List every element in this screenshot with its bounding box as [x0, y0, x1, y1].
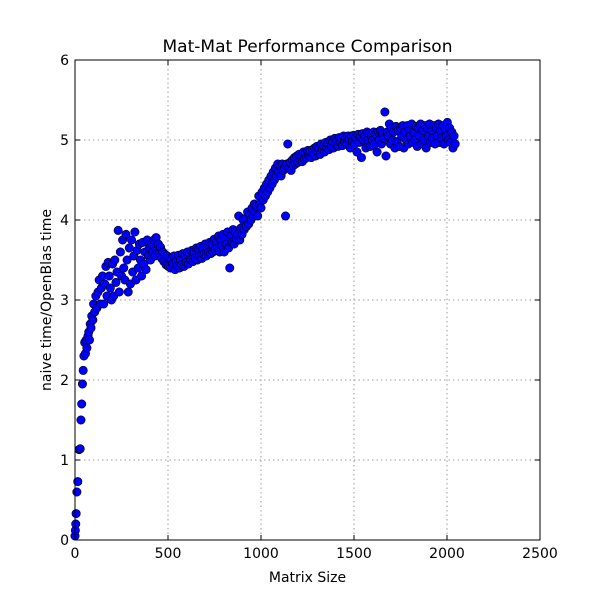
- data-point: [381, 151, 391, 161]
- data-point: [75, 444, 85, 454]
- data-point: [256, 203, 266, 213]
- y-tick-label: 3: [60, 293, 69, 309]
- x-tick-label: 2000: [429, 546, 465, 562]
- data-point: [281, 211, 291, 221]
- data-point: [449, 131, 459, 141]
- data-point: [71, 509, 81, 519]
- data-point: [99, 299, 109, 309]
- data-point: [122, 255, 132, 265]
- data-point: [110, 255, 120, 265]
- data-point: [71, 519, 81, 529]
- data-point: [119, 263, 129, 273]
- data-point: [141, 265, 151, 275]
- data-point: [283, 139, 293, 149]
- grid: [75, 60, 540, 540]
- data-point: [72, 487, 82, 497]
- data-point: [105, 283, 115, 293]
- data-point: [77, 379, 87, 389]
- y-tick-label: 1: [60, 453, 69, 469]
- data-point: [225, 263, 235, 273]
- data-point: [121, 229, 131, 239]
- x-tick-label: 0: [71, 546, 80, 562]
- data-point: [130, 227, 140, 237]
- y-tick-label: 4: [60, 213, 69, 229]
- data-point: [111, 277, 121, 287]
- data-points: [70, 107, 460, 541]
- data-point: [73, 477, 83, 487]
- x-axis-label: Matrix Size: [269, 570, 346, 586]
- data-point: [115, 247, 125, 257]
- data-point: [127, 235, 137, 245]
- data-point: [123, 287, 133, 297]
- chart-title: Mat-Mat Performance Comparison: [163, 37, 453, 57]
- data-point: [124, 243, 134, 253]
- x-tick-label: 2500: [522, 546, 558, 562]
- data-point: [372, 147, 382, 157]
- y-tick-label: 5: [60, 133, 69, 149]
- data-point: [88, 315, 98, 325]
- plot-frame: [74, 59, 541, 541]
- data-point: [104, 271, 114, 281]
- data-point: [86, 323, 96, 333]
- data-point: [76, 415, 86, 425]
- data-point: [450, 139, 460, 149]
- data-point: [253, 211, 263, 221]
- y-tick-label: 0: [60, 533, 69, 549]
- data-point: [85, 335, 95, 345]
- axis-ticks: 0 500 1000 1500 2000 2500 0 1 2 3 4 5 6: [60, 53, 558, 562]
- data-point: [356, 153, 366, 163]
- data-point: [82, 343, 92, 353]
- y-axis-label: naive time/OpenBlas time: [39, 209, 55, 391]
- data-point: [137, 271, 147, 281]
- y-tick-label: 2: [60, 373, 69, 389]
- x-tick-label: 1000: [243, 546, 279, 562]
- data-point: [78, 365, 88, 375]
- data-point: [114, 287, 124, 297]
- data-point: [380, 107, 390, 117]
- data-point: [113, 225, 123, 235]
- x-tick-label: 500: [155, 546, 182, 562]
- y-tick-label: 6: [60, 53, 69, 69]
- data-point: [77, 399, 87, 409]
- x-tick-label: 1500: [336, 546, 372, 562]
